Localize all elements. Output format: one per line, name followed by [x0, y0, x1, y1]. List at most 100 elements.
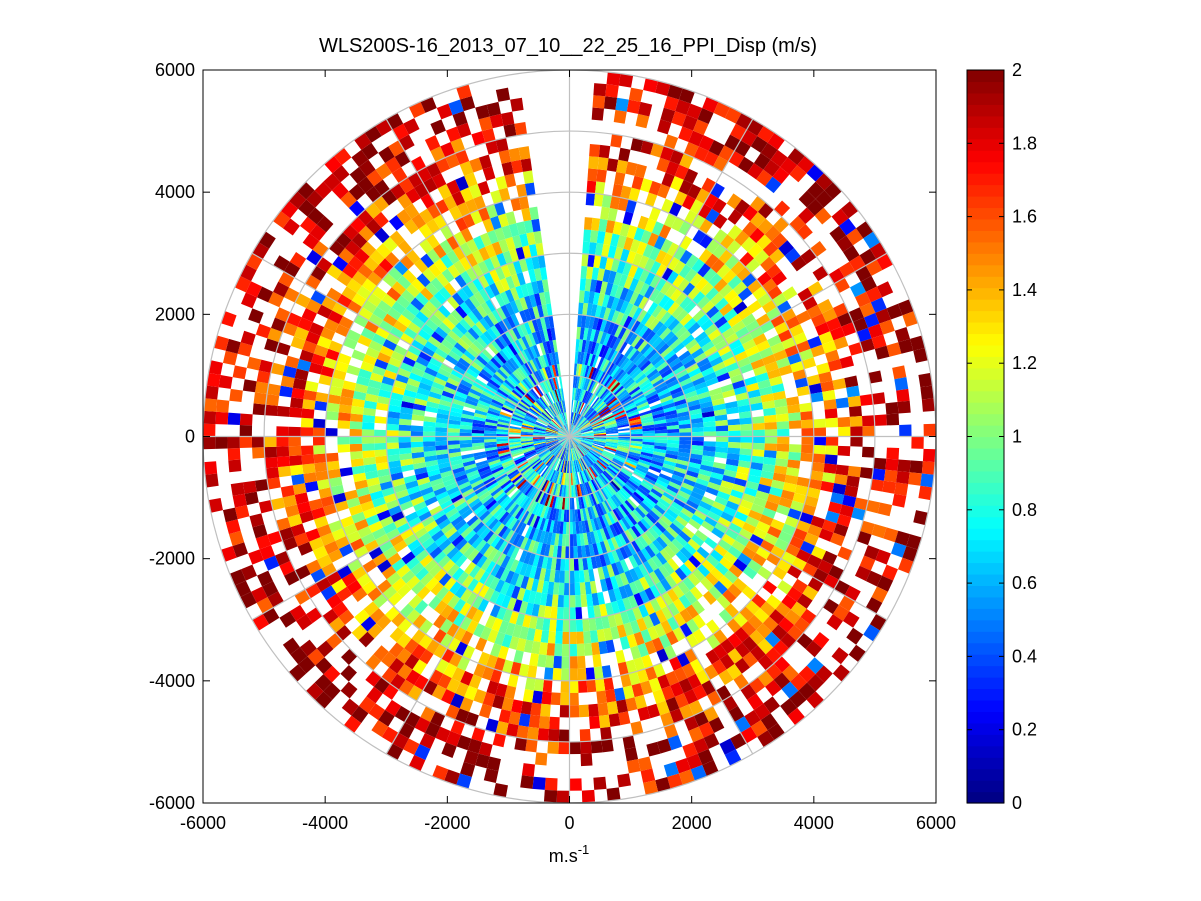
ppi-cell	[826, 317, 842, 332]
ppi-cell	[580, 403, 587, 415]
ppi-cell	[410, 430, 423, 437]
ppi-cell	[828, 565, 845, 580]
ppi-cell	[401, 464, 415, 473]
ppi-cell	[665, 697, 680, 713]
ppi-cell	[603, 419, 616, 426]
ppi-cell	[709, 356, 724, 367]
ppi-cell	[594, 504, 602, 517]
colorbar-segment	[967, 413, 1004, 426]
ppi-cell	[643, 78, 659, 93]
ppi-cell	[285, 355, 300, 369]
ppi-cell	[232, 493, 247, 508]
ppi-cell	[521, 441, 534, 445]
ppi-cell	[546, 366, 553, 379]
ppi-cell	[698, 469, 712, 477]
ppi-cell	[255, 323, 272, 339]
ppi-cell	[362, 456, 376, 466]
ppi-cell	[578, 389, 583, 402]
ppi-cell	[306, 190, 324, 208]
y-tick-label: -6000	[149, 793, 195, 813]
ppi-cell	[677, 373, 691, 383]
ppi-cell	[354, 132, 372, 150]
ppi-cell	[706, 634, 721, 650]
ppi-cell	[638, 484, 651, 494]
ppi-cell	[328, 520, 343, 533]
ppi-cell	[358, 159, 376, 177]
ppi-cell	[653, 291, 666, 305]
ppi-cell	[634, 354, 646, 367]
ppi-cell	[554, 508, 560, 522]
ppi-cell	[321, 296, 337, 311]
ppi-cell	[537, 356, 545, 369]
ppi-cell	[465, 253, 478, 268]
ppi-cell	[873, 457, 887, 470]
ppi-cell	[300, 427, 314, 437]
ppi-cell	[544, 409, 554, 419]
ppi-cell	[533, 230, 543, 245]
ppi-cell	[651, 409, 665, 416]
ppi-cell	[514, 369, 525, 381]
ppi-cell	[581, 432, 594, 435]
ppi-cell	[591, 217, 601, 231]
ppi-cell	[447, 444, 461, 450]
ppi-cell	[293, 326, 309, 341]
ppi-cell	[801, 419, 814, 429]
ppi-cell	[831, 647, 849, 665]
ppi-cell	[305, 682, 324, 701]
ppi-cell	[578, 444, 588, 454]
ppi-cell	[622, 377, 634, 388]
ppi-cell	[672, 519, 686, 531]
ppi-cell	[702, 416, 716, 423]
ppi-cell	[727, 224, 743, 240]
ppi-cell	[620, 673, 632, 688]
ppi-cell	[433, 376, 447, 387]
ppi-cell	[540, 412, 551, 422]
ppi-cell	[555, 416, 563, 427]
ppi-cell	[672, 342, 686, 354]
ppi-cell	[830, 492, 845, 505]
ppi-cell	[711, 334, 725, 346]
ppi-cell	[399, 412, 413, 420]
ppi-cell	[402, 395, 416, 404]
ppi-cell	[668, 202, 682, 217]
ppi-cell	[453, 342, 467, 354]
ppi-cell	[574, 484, 579, 498]
ppi-cell	[745, 516, 760, 528]
ppi-cell	[848, 405, 862, 417]
ppi-cell	[312, 427, 326, 437]
ppi-cell	[580, 753, 593, 767]
ppi-cell	[489, 590, 500, 604]
ppi-cell	[310, 265, 327, 282]
ppi-cell	[705, 554, 720, 568]
ppi-cell	[615, 97, 629, 112]
ppi-cell	[415, 567, 429, 581]
ppi-cell	[581, 438, 594, 441]
ppi-cell	[665, 160, 680, 176]
ppi-cell	[576, 446, 584, 457]
ppi-cell	[459, 439, 473, 445]
ppi-cell	[598, 458, 610, 467]
ppi-cell	[537, 369, 545, 382]
polar-spoke	[569, 252, 888, 438]
ppi-cell	[617, 533, 627, 547]
ppi-cell	[367, 623, 383, 639]
ppi-cell	[516, 494, 527, 506]
ppi-cell	[837, 546, 853, 561]
ppi-cell	[599, 455, 611, 464]
ppi-cell	[419, 732, 436, 749]
ppi-cell	[487, 229, 499, 244]
ppi-cell	[632, 606, 643, 621]
ppi-cell	[441, 648, 455, 664]
ppi-cell	[543, 506, 550, 519]
ppi-cell	[661, 398, 675, 407]
ppi-cell	[585, 454, 595, 465]
ppi-cell	[570, 412, 573, 425]
ppi-cell	[596, 169, 607, 183]
ppi-cell	[316, 335, 332, 349]
ppi-cell	[660, 515, 673, 527]
ppi-cell	[531, 475, 541, 486]
ppi-cell	[705, 619, 720, 635]
ppi-cell	[501, 498, 513, 510]
ppi-cell	[673, 497, 686, 508]
ppi-cell	[569, 424, 573, 437]
